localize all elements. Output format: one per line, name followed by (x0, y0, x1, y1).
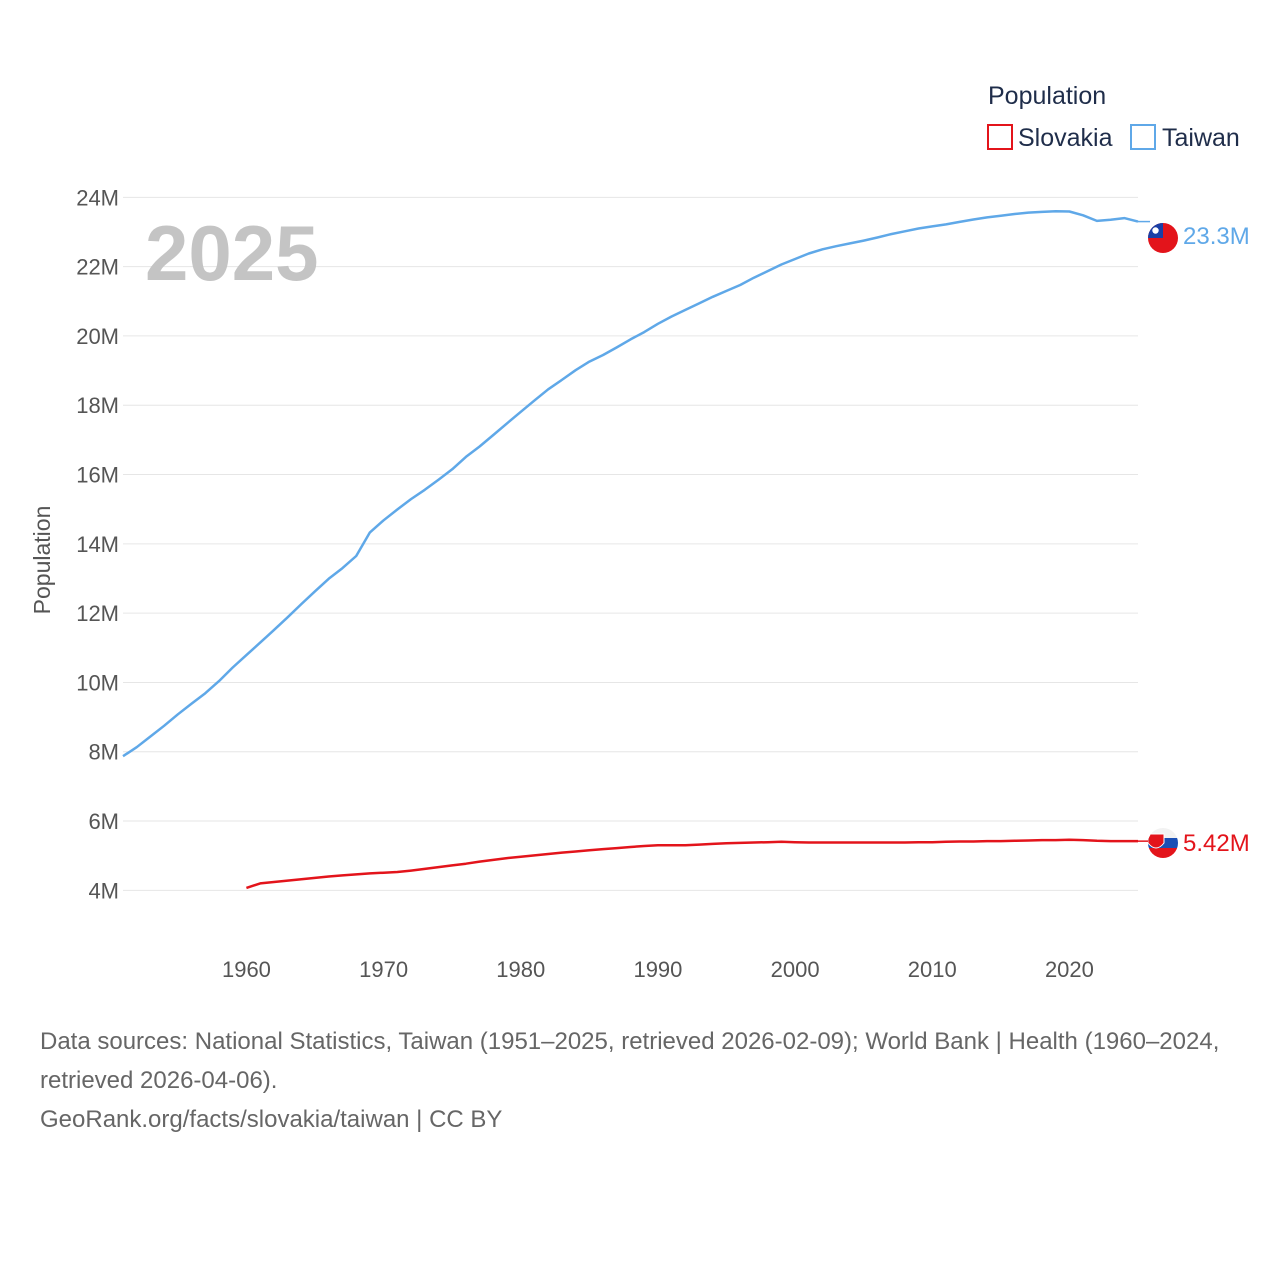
slovakia-flag-icon (1148, 828, 1178, 858)
y-tick-label: 22M (76, 255, 119, 280)
slovakia-end-label: 5.42M (1183, 830, 1250, 857)
y-tick-label: 16M (76, 463, 119, 488)
x-axis-ticks: 1960 1970 1980 1990 2000 2010 2020 (222, 957, 1094, 982)
y-tick-label: 18M (76, 393, 119, 418)
x-tick-label: 1960 (222, 957, 271, 982)
footer: Data sources: National Statistics, Taiwa… (40, 1022, 1250, 1139)
legend-swatch-slovakia (987, 124, 1013, 150)
x-tick-label: 2010 (908, 957, 957, 982)
series-lines (122, 209, 1150, 890)
legend-label-taiwan: Taiwan (1162, 124, 1240, 152)
x-tick-label: 1970 (359, 957, 408, 982)
legend: Population Slovakia Taiwan (987, 82, 1240, 152)
y-axis-ticks: 4M 6M 8M 10M 12M 14M 16M 18M 20M 22M 24M (76, 185, 119, 903)
y-tick-label: 4M (88, 878, 119, 903)
legend-swatch-taiwan (1130, 124, 1156, 150)
y-tick-label: 8M (88, 740, 119, 765)
x-tick-label: 1980 (496, 957, 545, 982)
y-tick-label: 20M (76, 324, 119, 349)
y-tick-label: 14M (76, 532, 119, 557)
y-tick-label: 12M (76, 601, 119, 626)
legend-label-slovakia: Slovakia (1018, 124, 1113, 152)
year-label: 2025 (145, 209, 319, 297)
y-axis-label: Population (29, 506, 55, 615)
x-tick-label: 1990 (633, 957, 682, 982)
taiwan-end-label: 23.3M (1183, 223, 1250, 250)
y-tick-label: 6M (88, 809, 119, 834)
data-sources: Data sources: National Statistics, Taiwa… (40, 1028, 1220, 1094)
series-line-taiwan (122, 209, 1139, 758)
y-tick-label: 24M (76, 185, 119, 210)
y-tick-label: 10M (76, 670, 119, 695)
grid-lines (123, 196, 1138, 891)
credit-link[interactable]: GeoRank.org/facts/slovakia/taiwan | CC B… (40, 1106, 503, 1133)
x-tick-label: 2000 (771, 957, 820, 982)
series-line-slovakia (246, 838, 1138, 890)
x-tick-label: 2020 (1045, 957, 1094, 982)
legend-title: Population (988, 82, 1106, 110)
taiwan-flag-icon (1148, 223, 1178, 253)
